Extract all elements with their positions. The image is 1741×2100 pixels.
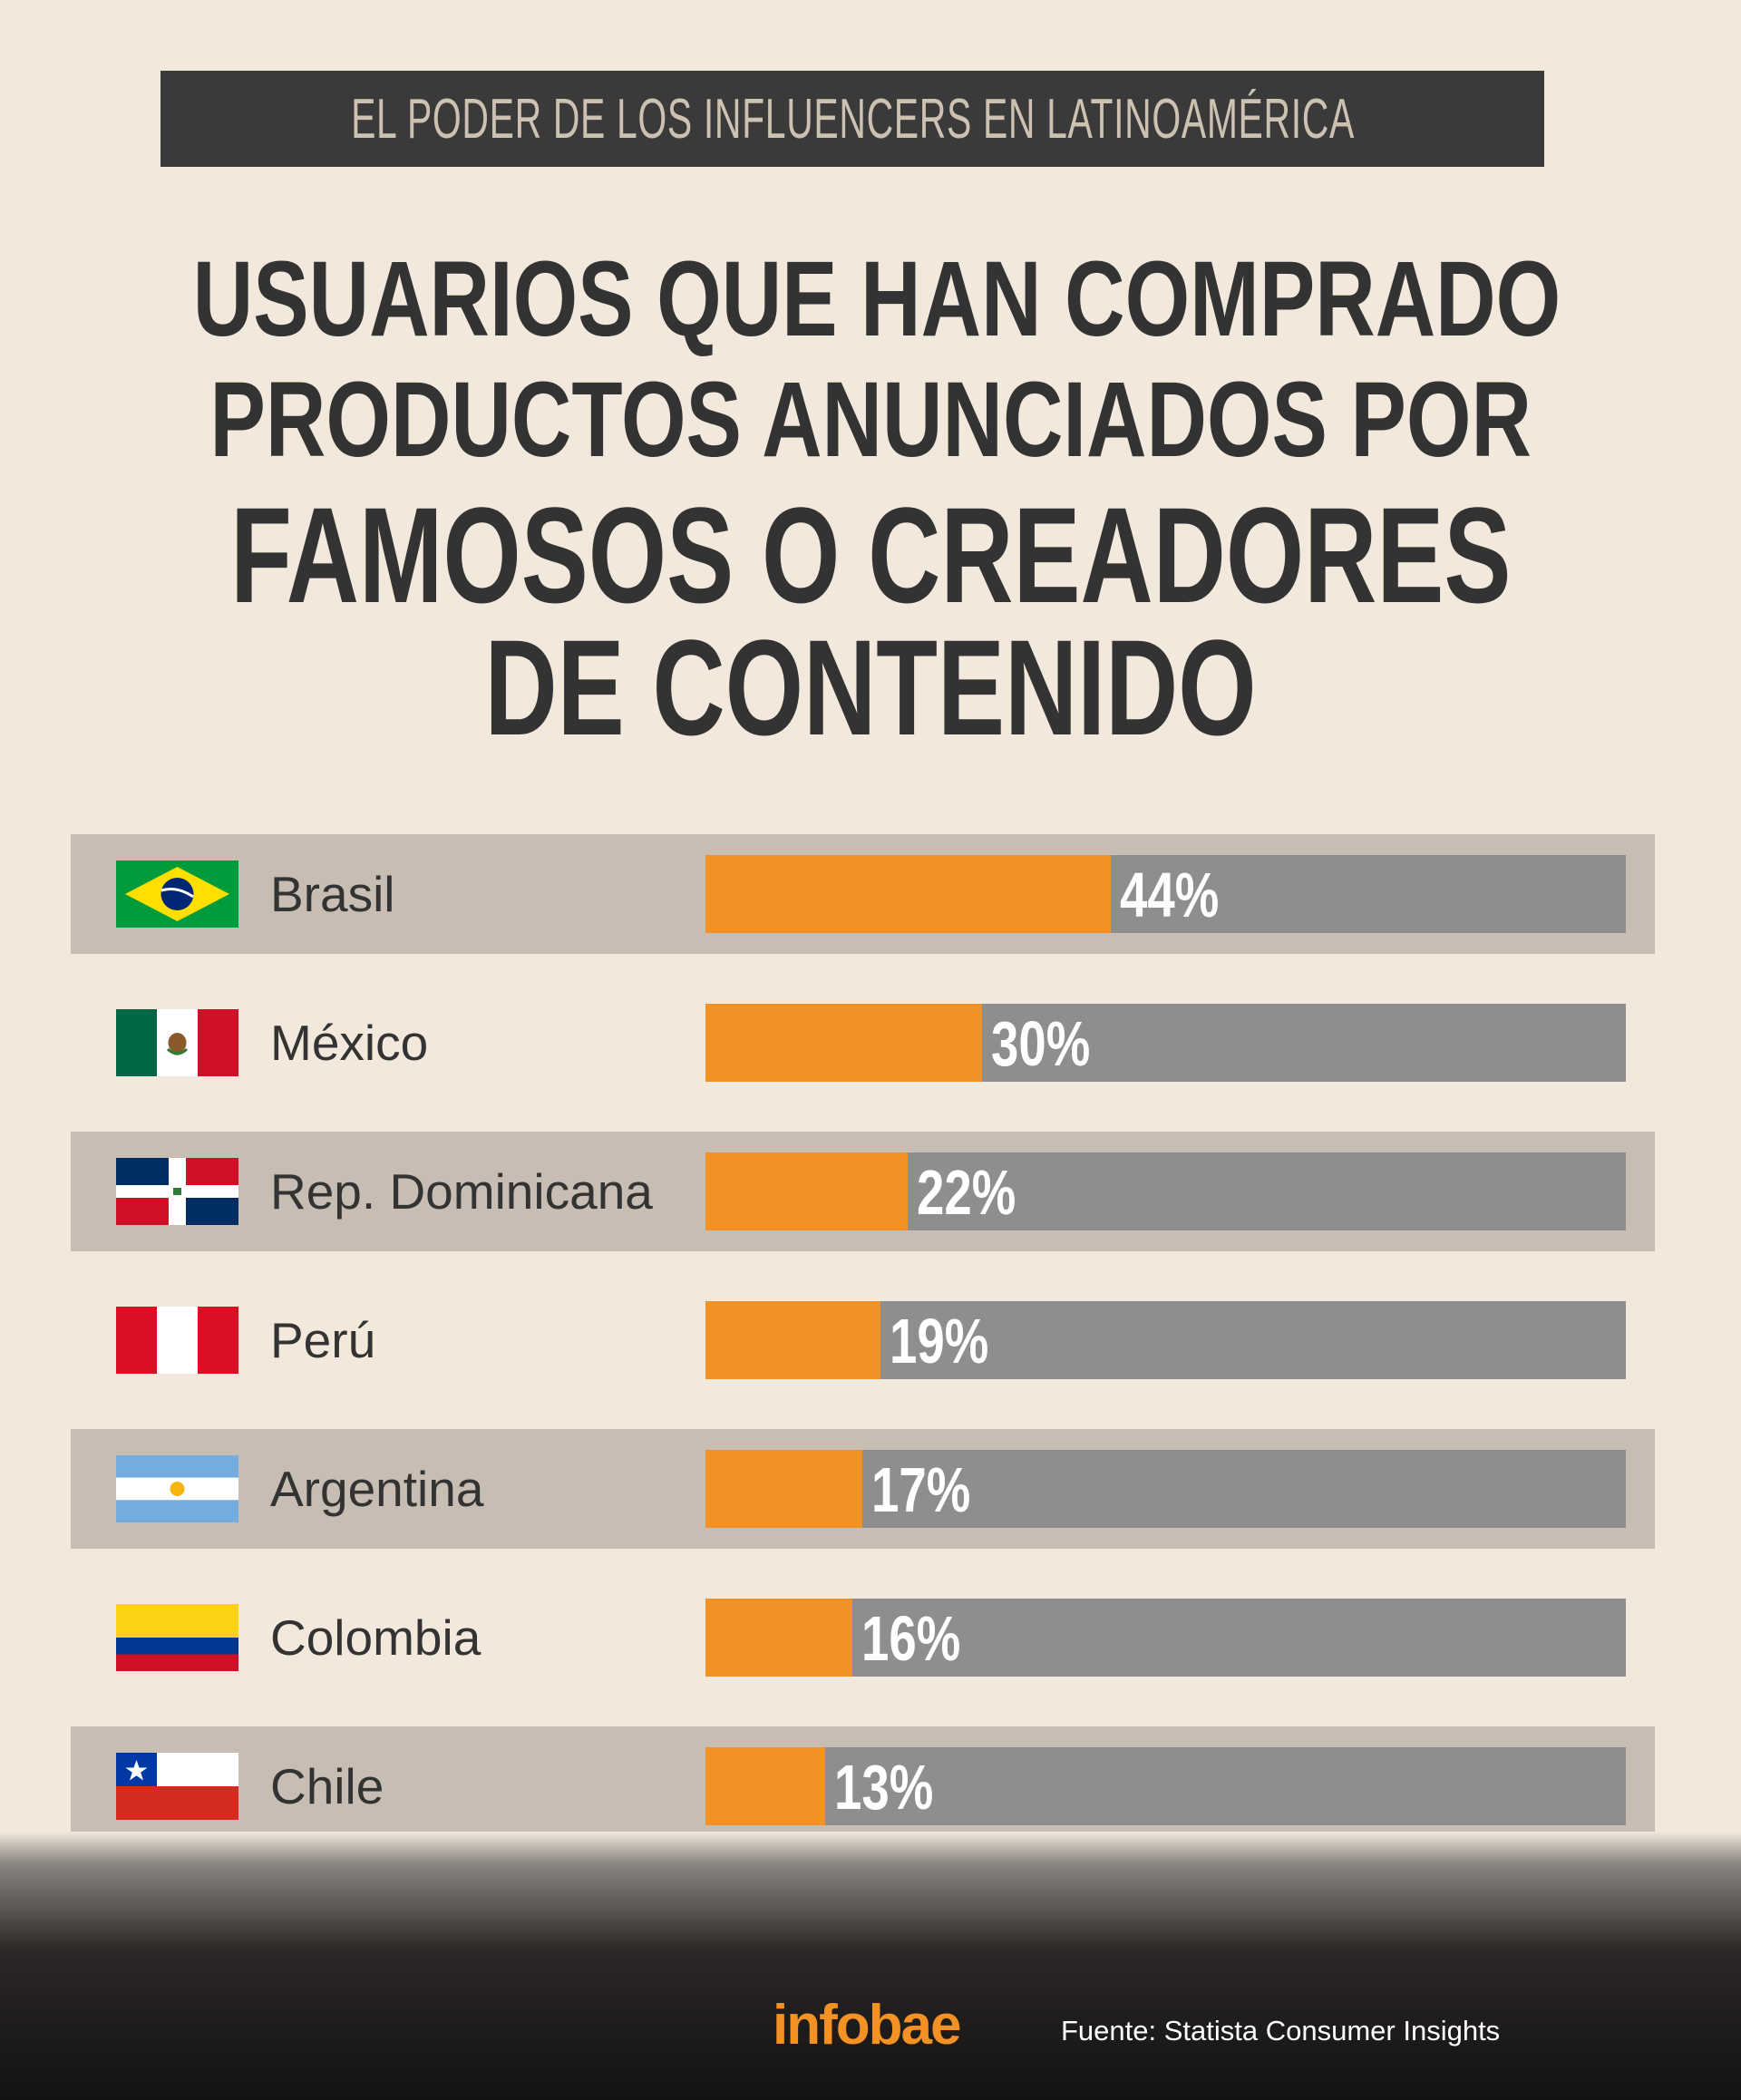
data-label: 22% (917, 1157, 1016, 1228)
bar (705, 1450, 862, 1528)
mexico-flag-icon (116, 1009, 238, 1076)
footer (0, 1832, 1741, 2100)
bar (705, 1747, 825, 1825)
data-label: 30% (991, 1008, 1091, 1079)
bar-row: México 30% (71, 983, 1655, 1103)
data-label: 19% (890, 1306, 989, 1376)
bar-row: Rep. Dominicana 22% (71, 1132, 1655, 1251)
bar (705, 1152, 908, 1230)
bar-track: 22% (705, 1152, 1626, 1230)
category-label: Brasil (270, 866, 395, 922)
bar-row: Colombia 16% (71, 1578, 1655, 1697)
bar (705, 1004, 982, 1082)
title-line-1: USUARIOS QUE HAN COMPRADO (192, 239, 1561, 359)
title-line-4: DE CONTENIDO (484, 611, 1257, 763)
bar (705, 855, 1111, 933)
title-line-3: FAMOSOS O CREADORES (229, 479, 1512, 631)
bar (705, 1599, 852, 1677)
bar-row: Brasil 44% (71, 834, 1655, 954)
bar-track: 13% (705, 1747, 1626, 1825)
argentina-flag-icon (116, 1455, 238, 1522)
infobae-logo: infobae (773, 1994, 961, 2056)
bar-track: 17% (705, 1450, 1626, 1528)
bar-chart: Brasil 44% México 30% Rep. Dominicana 22% Perú… (71, 834, 1655, 1848)
category-label: Argentina (270, 1461, 484, 1517)
bar-track: 44% (705, 855, 1626, 933)
category-label: México (270, 1015, 429, 1071)
kicker-text: EL PODER DE LOS INFLUENCERS EN LATINOAMÉ… (350, 87, 1355, 151)
brazil-flag-icon (116, 860, 238, 928)
bar-row: Chile 13% (71, 1726, 1655, 1846)
data-label: 16% (861, 1603, 961, 1674)
title-line-2: PRODUCTOS ANUNCIADOS POR (209, 360, 1532, 480)
bar-track: 19% (705, 1301, 1626, 1379)
bar-track: 30% (705, 1004, 1626, 1082)
colombia-flag-icon (116, 1604, 238, 1671)
category-label: Colombia (270, 1609, 481, 1666)
data-label: 17% (871, 1454, 971, 1525)
bar-track: 16% (705, 1599, 1626, 1677)
category-label: Perú (270, 1312, 376, 1368)
category-label: Rep. Dominicana (270, 1163, 653, 1220)
dominican-republic-flag-icon (116, 1158, 238, 1225)
bar-row: Perú 19% (71, 1280, 1655, 1400)
peru-flag-icon (116, 1307, 238, 1374)
category-label: Chile (270, 1758, 384, 1814)
chile-flag-icon (116, 1753, 238, 1820)
bar (705, 1301, 880, 1379)
data-label: 13% (834, 1752, 934, 1823)
data-label: 44% (1120, 860, 1220, 930)
bar-row: Argentina 17% (71, 1429, 1655, 1549)
kicker-banner: EL PODER DE LOS INFLUENCERS EN LATINOAMÉ… (160, 71, 1544, 167)
source-note: Fuente: Statista Consumer Insights (1061, 2015, 1501, 2047)
